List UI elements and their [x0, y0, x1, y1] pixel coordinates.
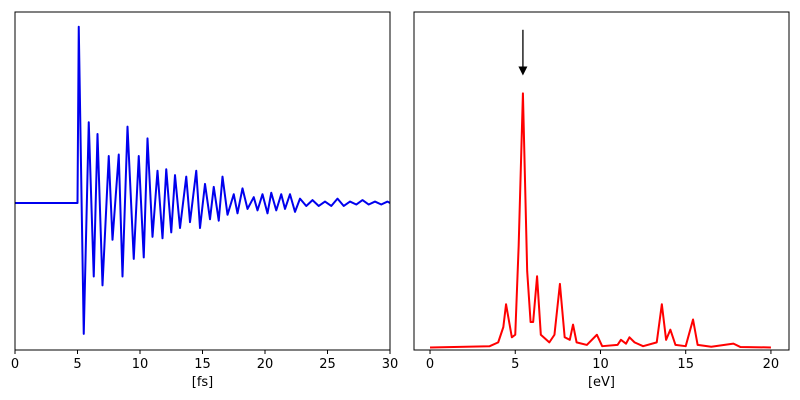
- line-series: [429, 92, 771, 349]
- x-tick-label: 15: [194, 357, 211, 372]
- x-axis-label: [eV]: [588, 375, 615, 390]
- x-tick-label: 10: [592, 357, 609, 372]
- arrow-head: [518, 66, 528, 76]
- x-tick-label: 30: [382, 357, 399, 372]
- x-tick-label: 10: [132, 357, 149, 372]
- x-tick-label: 20: [763, 357, 780, 372]
- x-tick-label: 25: [319, 357, 336, 372]
- x-tick-label: 0: [426, 357, 434, 372]
- x-tick-label: 20: [257, 357, 274, 372]
- x-axis-label: [fs]: [192, 375, 214, 390]
- x-tick-label: 0: [11, 357, 19, 372]
- axes-frame: [413, 11, 790, 351]
- x-tick-label: 15: [677, 357, 694, 372]
- x-tick-label: 5: [73, 357, 81, 372]
- x-tick-label: 5: [511, 357, 519, 372]
- line-series: [15, 25, 390, 335]
- axes-frame: [14, 11, 391, 351]
